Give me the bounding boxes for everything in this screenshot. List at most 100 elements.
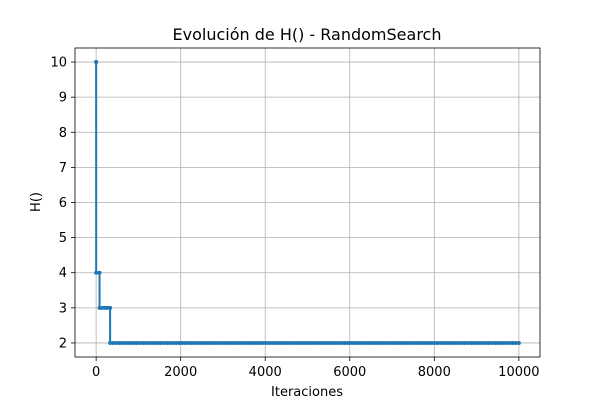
data-point (270, 340, 275, 345)
data-point (489, 340, 494, 345)
y-tick-label: 3 (59, 301, 67, 316)
data-point (249, 340, 254, 345)
data-point (111, 340, 116, 345)
series-line (94, 60, 521, 345)
data-point (258, 340, 263, 345)
data-point (333, 340, 338, 345)
data-point (94, 60, 99, 65)
data-point (228, 340, 233, 345)
data-point (165, 340, 170, 345)
data-point (450, 340, 455, 345)
data-point (447, 340, 452, 345)
x-tick-label: 10000 (498, 365, 539, 380)
grid-lines (75, 48, 540, 357)
data-point (408, 340, 413, 345)
data-point (477, 340, 482, 345)
y-tick-label: 7 (59, 161, 67, 176)
data-point (357, 340, 362, 345)
data-point (384, 340, 389, 345)
data-point (453, 340, 458, 345)
data-point (516, 340, 521, 345)
data-point (423, 340, 428, 345)
y-axis-label: H() (29, 192, 44, 212)
axes: 0 2000 4000 6000 8000 10000 2 3 4 5 6 7 8 9 10 (50, 47, 541, 380)
data-point (204, 340, 209, 345)
x-tick-label: 0 (92, 365, 100, 380)
data-point (402, 340, 407, 345)
data-point (237, 340, 242, 345)
data-point (420, 340, 425, 345)
data-point (168, 340, 173, 345)
data-point (177, 340, 182, 345)
data-point (507, 340, 512, 345)
data-point (459, 340, 464, 345)
data-point (297, 340, 302, 345)
data-point (327, 340, 332, 345)
y-tick-label: 6 (59, 196, 67, 211)
data-point (216, 340, 221, 345)
x-tick-label: 8000 (418, 365, 451, 380)
data-point (144, 340, 149, 345)
data-point (123, 340, 128, 345)
data-point (495, 340, 500, 345)
data-point (180, 340, 185, 345)
data-point (282, 340, 287, 345)
data-point (252, 340, 257, 345)
data-point (372, 340, 377, 345)
data-point (318, 340, 323, 345)
data-point (474, 340, 479, 345)
data-point (210, 340, 215, 345)
data-point (324, 340, 329, 345)
data-point (444, 340, 449, 345)
data-point (345, 340, 350, 345)
data-point (336, 340, 341, 345)
data-point (126, 340, 131, 345)
data-point (411, 340, 416, 345)
data-point (117, 340, 122, 345)
data-point (150, 340, 155, 345)
data-point (393, 340, 398, 345)
data-point (387, 340, 392, 345)
chart-title: Evolución de H() - RandomSearch (173, 25, 442, 44)
data-point (339, 340, 344, 345)
data-point (510, 340, 515, 345)
data-point (171, 340, 176, 345)
data-point (288, 340, 293, 345)
data-point (291, 340, 296, 345)
data-point (207, 340, 212, 345)
data-point (114, 340, 119, 345)
data-point (375, 340, 380, 345)
data-point (156, 340, 161, 345)
y-tick-label: 10 (50, 56, 67, 71)
data-point (132, 340, 137, 345)
data-point (174, 340, 179, 345)
data-point (405, 340, 410, 345)
data-point (141, 340, 146, 345)
data-point (108, 340, 113, 345)
data-point (429, 340, 434, 345)
data-point (153, 340, 158, 345)
data-point (246, 340, 251, 345)
data-point (390, 340, 395, 345)
data-point (426, 340, 431, 345)
data-point (486, 340, 491, 345)
data-point (462, 340, 467, 345)
data-point (138, 340, 143, 345)
x-tick-label: 4000 (249, 365, 282, 380)
data-point (231, 340, 236, 345)
data-point (504, 340, 509, 345)
data-point (261, 340, 266, 345)
data-point (159, 340, 164, 345)
x-axis-label: Iteraciones (271, 385, 343, 400)
data-point (303, 340, 308, 345)
data-point (267, 340, 272, 345)
data-point (342, 340, 347, 345)
data-point (315, 340, 320, 345)
data-point (222, 340, 227, 345)
data-point (321, 340, 326, 345)
x-tick-label: 2000 (164, 365, 197, 380)
data-point (240, 340, 245, 345)
data-point (348, 340, 353, 345)
data-point (195, 340, 200, 345)
data-point (351, 340, 356, 345)
